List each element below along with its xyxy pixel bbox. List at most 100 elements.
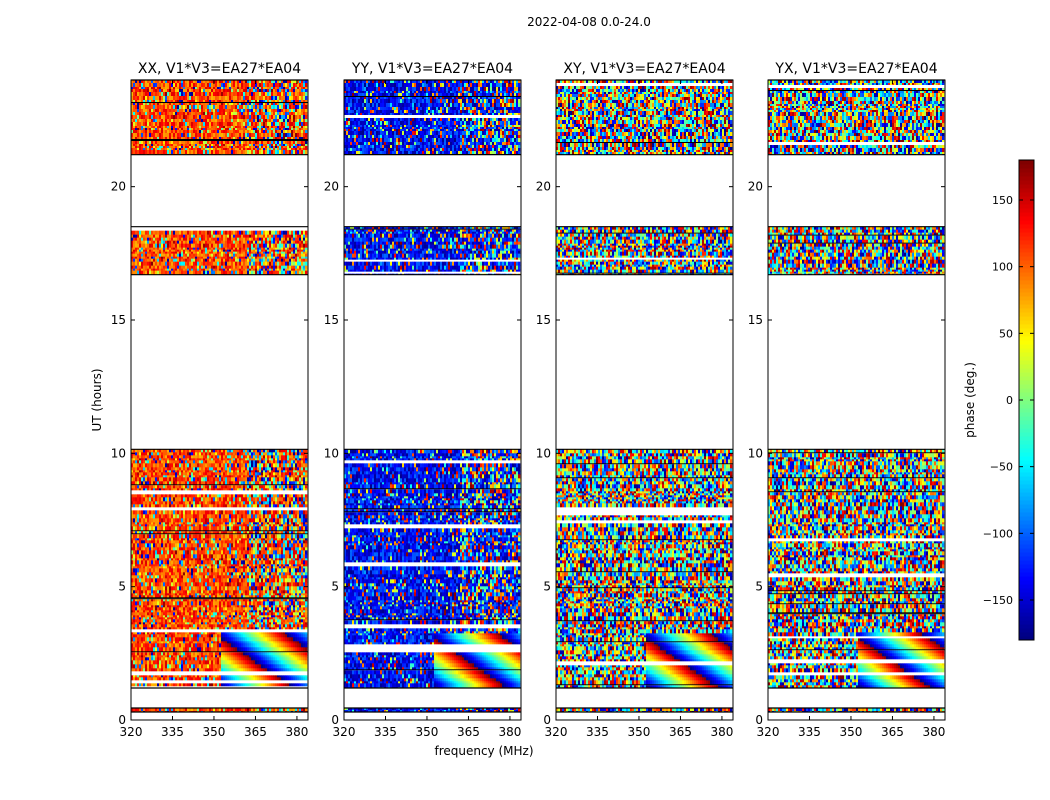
heatmap-cell: [183, 481, 186, 485]
heatmap-cell: [137, 463, 140, 468]
heatmap-cell: [297, 617, 300, 620]
heatmap-cell: [231, 607, 234, 611]
heatmap-cell: [209, 595, 212, 598]
heatmap-cell: [209, 497, 212, 502]
heatmap-cell: [179, 524, 182, 527]
heatmap-cell: [157, 547, 160, 551]
heatmap-cell: [257, 586, 260, 591]
heatmap-cell: [183, 617, 186, 620]
heatmap-cell: [247, 538, 250, 541]
heatmap-cell: [175, 547, 178, 551]
heatmap-cell: [303, 534, 306, 539]
heatmap-cell: [203, 510, 206, 515]
heatmap-cell: [235, 518, 238, 523]
heatmap-cell: [209, 501, 212, 505]
heatmap-cell: [209, 504, 212, 508]
heatmap-cell: [243, 708, 246, 712]
heatmap-cell: [143, 543, 146, 548]
heatmap-cell: [205, 485, 208, 489]
heatmap-cell: [201, 572, 204, 576]
heatmap-cell: [207, 463, 210, 468]
heatmap-cell: [221, 617, 224, 620]
heatmap-cell: [241, 518, 244, 523]
heatmap-cell: [235, 554, 238, 559]
heatmap-cell: [209, 524, 212, 527]
heatmap-cell: [269, 518, 272, 523]
heatmap-cell: [189, 485, 192, 489]
heatmap-cell: [245, 481, 248, 485]
heatmap-cell: [275, 586, 278, 591]
heatmap-cell: [155, 547, 158, 551]
heatmap-cell: [221, 531, 224, 534]
heatmap-cell: [151, 485, 154, 489]
heatmap-cell: [151, 463, 154, 468]
heatmap-cell: [191, 504, 194, 508]
heatmap-cell: [159, 485, 162, 489]
heatmap-cell: [263, 452, 266, 456]
heatmap-cell: [163, 566, 166, 569]
heatmap-cell: [161, 590, 164, 594]
heatmap-cell: [245, 564, 248, 567]
heatmap-cell: [267, 615, 270, 618]
heatmap-cell: [205, 463, 208, 468]
heatmap-cell: [155, 540, 158, 544]
heatmap-cell: [175, 488, 178, 491]
heatmap-cell: [165, 518, 168, 523]
heatmap-cell: [219, 522, 222, 525]
heatmap-cell: [237, 497, 240, 502]
heatmap-cell: [207, 593, 210, 596]
heatmap-cell: [293, 538, 296, 541]
heatmap-cell: [159, 538, 162, 541]
heatmap-cell: [293, 481, 296, 485]
heatmap-cell: [259, 524, 262, 527]
heatmap-cell: [185, 612, 188, 616]
heatmap-cell: [173, 467, 176, 471]
heatmap-cell: [273, 481, 276, 485]
heatmap-cell: [235, 568, 238, 573]
heatmap-cell: [159, 452, 162, 456]
heatmap-cell: [265, 601, 268, 606]
heatmap-cell: [283, 547, 286, 551]
heatmap-cell: [235, 558, 238, 561]
heatmap-cell: [165, 543, 168, 548]
heatmap-cell: [301, 455, 304, 459]
heatmap-cell: [231, 593, 234, 596]
heatmap-cell: [135, 572, 138, 576]
heatmap-cell: [213, 504, 216, 508]
heatmap-cell: [265, 582, 268, 587]
heatmap-cell: [151, 475, 154, 478]
heatmap-cell: [265, 452, 268, 456]
heatmap-cell: [253, 558, 256, 561]
heatmap-cell: [145, 497, 148, 502]
heatmap-cell: [283, 485, 286, 489]
heatmap-cell: [201, 494, 204, 498]
heatmap-cell: [291, 488, 294, 491]
heatmap-cell: [199, 475, 202, 478]
heatmap-cell: [283, 575, 286, 579]
heatmap-cell: [133, 617, 136, 620]
heatmap-cell: [171, 595, 174, 598]
heatmap-cell: [253, 572, 256, 576]
heatmap-cell: [243, 526, 246, 531]
heatmap-cell: [263, 612, 266, 616]
heatmap-cell: [279, 477, 282, 482]
heatmap-cell: [147, 455, 150, 459]
heatmap-cell: [149, 543, 152, 548]
heatmap-cell: [263, 554, 266, 559]
heatmap-cell: [141, 485, 144, 489]
heatmap-cell: [143, 575, 146, 579]
heatmap-cell: [147, 617, 150, 620]
heatmap-cell: [221, 568, 224, 573]
heatmap-cell: [305, 452, 308, 456]
heatmap-cell: [269, 593, 272, 596]
heatmap-cell: [293, 554, 296, 559]
heatmap-cell: [253, 615, 256, 618]
heatmap-cell: [139, 615, 142, 618]
heatmap-cell: [233, 470, 236, 473]
heatmap-cell: [203, 518, 206, 523]
heatmap-cell: [211, 458, 214, 461]
heatmap-cell: [255, 560, 258, 565]
heatmap-cell: [251, 504, 254, 508]
heatmap-cell: [259, 510, 262, 515]
heatmap-cell: [269, 449, 272, 453]
